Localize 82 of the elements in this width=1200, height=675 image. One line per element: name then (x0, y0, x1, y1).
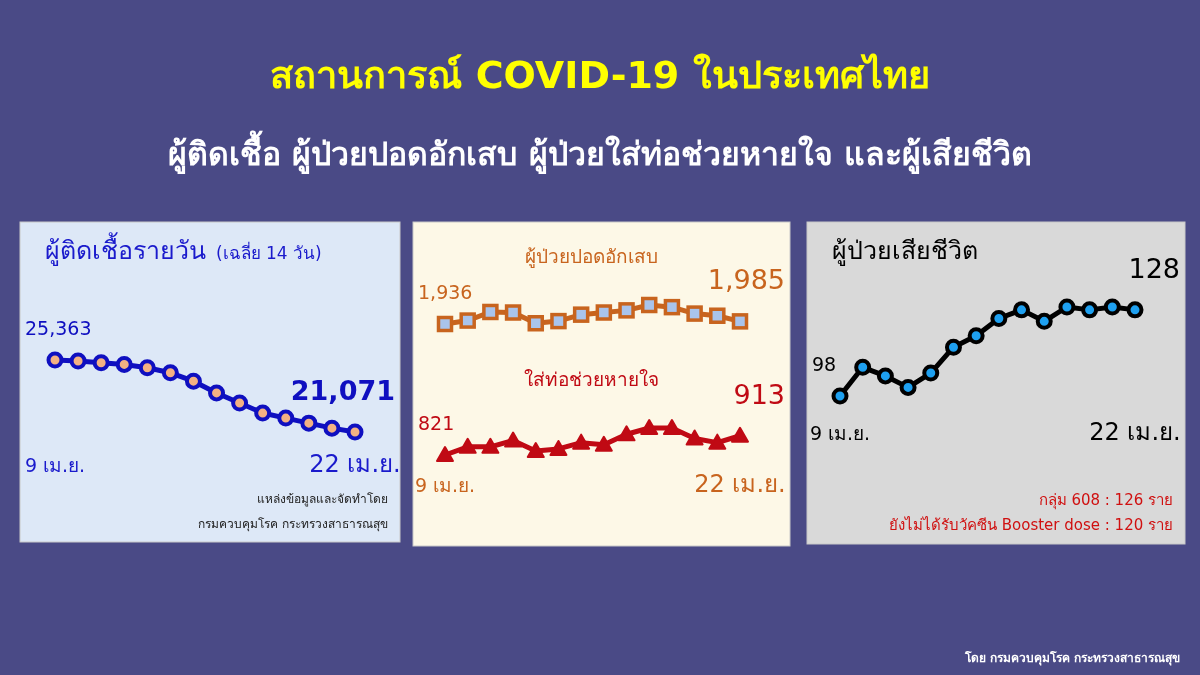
point (527, 315, 545, 332)
point (662, 419, 681, 435)
point (277, 409, 295, 427)
point (1081, 301, 1099, 319)
point (618, 302, 635, 319)
text: สถานการณ์ COVID-19 ในประเทศไทย (270, 53, 930, 97)
x-tick-label: 9 เม.ย. (809, 422, 871, 444)
point (572, 306, 590, 323)
point (572, 433, 591, 450)
chart-subtitle: (เฉลี่ย 14 วัน) (216, 241, 322, 263)
point (876, 367, 894, 385)
text: ผู้ติดเชื้อ ผู้ป่วยปอดอักเสบ ผู้ป่วยใส่ท่อช่วยหายใจ และผู้เสียชีวิต (168, 130, 1032, 175)
point (92, 354, 110, 372)
point (685, 429, 704, 446)
point (663, 298, 681, 316)
point (967, 327, 985, 345)
data-label: 21,071 (290, 375, 395, 406)
text: แหล่งข้อมูลและจัดทำโดย (257, 492, 388, 507)
point (346, 423, 364, 441)
data-label: 1,936 (418, 281, 473, 303)
point (458, 437, 477, 454)
point (459, 312, 476, 329)
point (854, 358, 872, 376)
chart-title: ผู้ป่วยเสียชีวิต (832, 236, 978, 266)
data-label: 913 (733, 378, 785, 410)
point (899, 378, 917, 396)
point (481, 437, 500, 454)
point (46, 351, 64, 369)
chart-title: ผู้ติดเชื้อรายวัน (45, 232, 206, 266)
data-label: 128 (1128, 252, 1180, 284)
point (922, 364, 940, 382)
point (138, 359, 156, 377)
point (731, 426, 749, 443)
point (231, 394, 249, 412)
point (640, 419, 659, 435)
x-tick-label: 9 เม.ย. (24, 454, 86, 476)
point (709, 307, 726, 324)
point (254, 404, 272, 422)
data-label: 821 (418, 412, 455, 434)
point (617, 425, 636, 442)
series-label: ผู้ป่วยปอดอักเสบ (525, 245, 658, 268)
point (708, 433, 727, 450)
point (1103, 298, 1121, 316)
point (1058, 298, 1076, 316)
text: ยังไม่ได้รับวัคซีน Booster dose : 120 ราย (888, 516, 1173, 534)
point (161, 364, 179, 382)
point (436, 446, 454, 462)
point (208, 384, 226, 402)
point (731, 313, 749, 330)
data-label: 25,363 (25, 317, 92, 339)
point (594, 435, 613, 452)
data-label: 1,985 (707, 264, 785, 296)
point (300, 414, 318, 432)
data-label: 98 (812, 353, 837, 375)
point (526, 442, 545, 459)
point (323, 419, 341, 437)
point (1126, 301, 1144, 319)
point (831, 387, 849, 405)
point (595, 304, 613, 321)
point (115, 355, 133, 373)
point (504, 304, 522, 321)
point (990, 309, 1008, 327)
point (436, 315, 454, 333)
point (944, 338, 962, 356)
x-tick-label: 22 เม.ย. (1089, 418, 1181, 446)
text: โดย กรมควบคุมโรค กระทรวงสาธารณสุข (963, 650, 1180, 666)
point (1035, 312, 1053, 330)
point (640, 296, 658, 314)
point (69, 352, 87, 370)
point (184, 372, 202, 390)
text: กลุ่ม 608 : 126 ราย (1038, 491, 1173, 510)
point (549, 439, 568, 456)
x-tick-label: 22 เม.ย. (309, 450, 401, 478)
point (686, 305, 703, 322)
point (504, 431, 523, 448)
point (550, 312, 567, 330)
point (1013, 301, 1031, 319)
x-tick-label: 9 เม.ย. (414, 474, 476, 496)
series-label: ใส่ท่อช่วยหายใจ (524, 368, 659, 390)
point (482, 303, 499, 321)
x-tick-label: 22 เม.ย. (694, 470, 786, 498)
text: กรมควบคุมโรค กระทรวงสาธารณสุข (198, 517, 388, 532)
